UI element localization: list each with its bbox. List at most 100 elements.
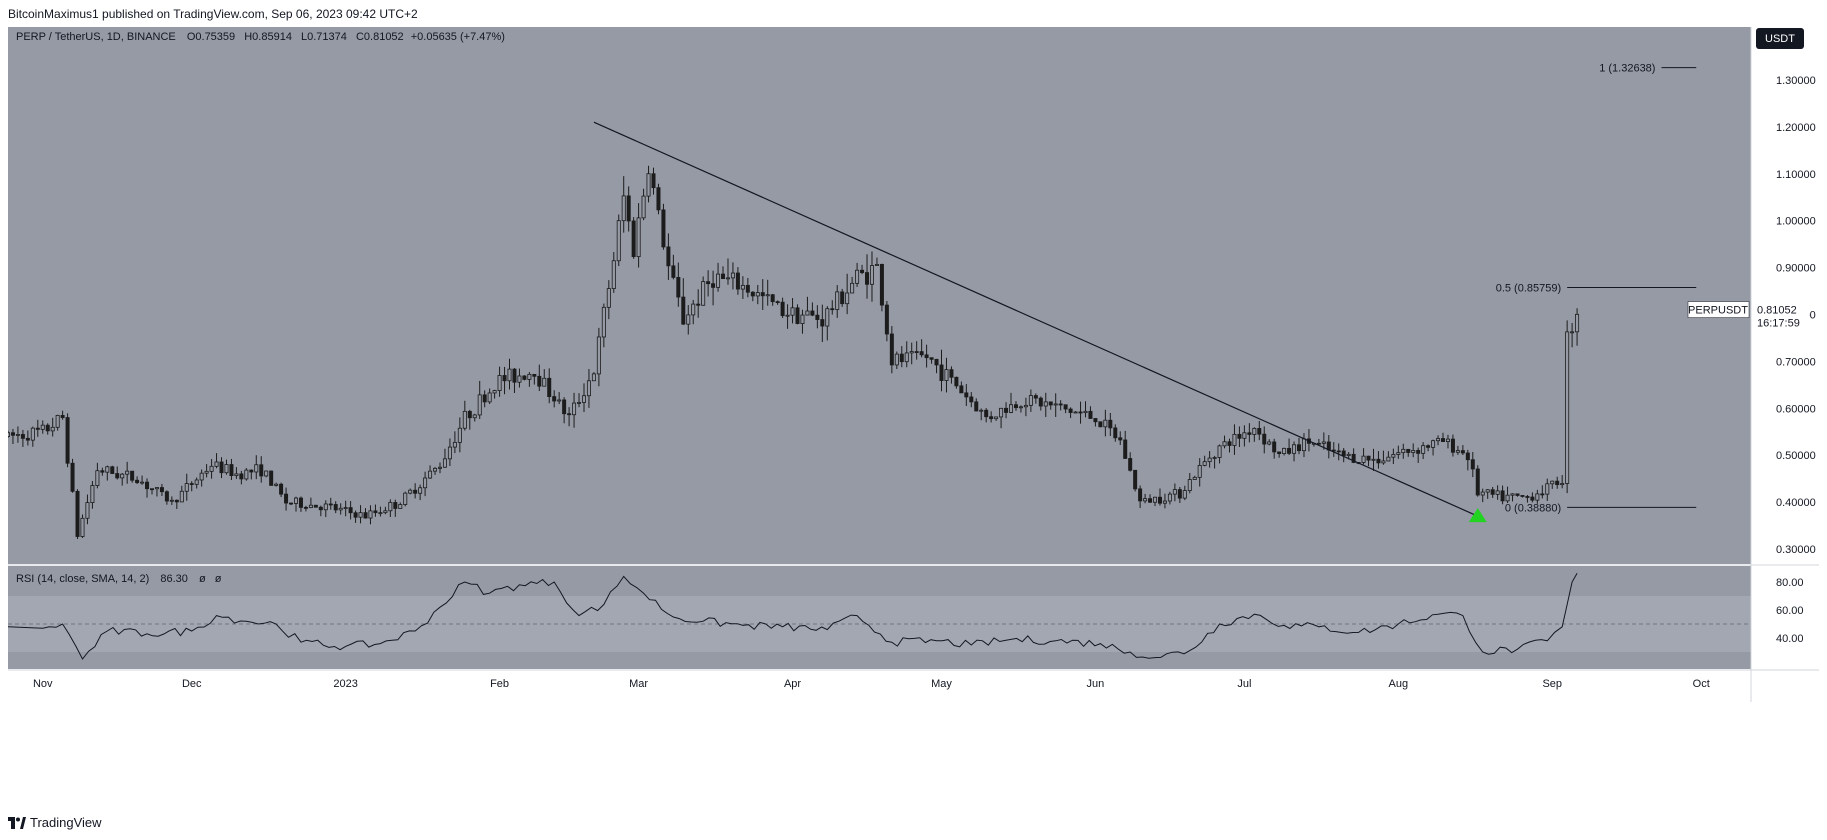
candle (909, 342, 914, 365)
rsi-legend[interactable]: RSI (14, close, SMA, 14, 2) 86.30 ø ø (16, 573, 222, 585)
price-tick-label[interactable]: 0.50000 (1776, 450, 1816, 462)
candle (45, 423, 50, 435)
candle (284, 487, 289, 511)
candle (343, 500, 348, 517)
candle (835, 285, 840, 318)
time-tick-label[interactable]: Feb (490, 678, 509, 690)
candle (1048, 401, 1053, 410)
candle (1341, 448, 1346, 463)
candle (869, 251, 874, 302)
candle (1103, 409, 1108, 437)
candle (879, 263, 884, 312)
footer[interactable]: TradingView (8, 814, 102, 832)
time-tick-label[interactable]: Nov (33, 678, 53, 690)
chart-container[interactable]: 1 (1.32638) 0.5 (0.85759) 0 (0.38880) 1.30… (5, 27, 1819, 807)
fib-level-05-label: 0.5 (0.85759) (1496, 282, 1561, 294)
candle (1148, 494, 1153, 503)
time-tick-label[interactable]: Jun (1087, 678, 1105, 690)
candle (189, 481, 194, 492)
candle (1441, 432, 1446, 442)
price-tick-label[interactable]: 1.20000 (1776, 122, 1816, 134)
candle (790, 298, 795, 324)
candle (999, 407, 1004, 429)
descending-trendline[interactable] (593, 121, 1479, 517)
candle (641, 188, 646, 221)
candle (984, 408, 989, 423)
time-tick-label[interactable]: Apr (784, 678, 801, 690)
candle (159, 483, 164, 496)
candle (527, 372, 532, 387)
time-tick-label[interactable]: Aug (1389, 678, 1409, 690)
candle (735, 267, 740, 295)
candle (676, 262, 681, 307)
candle (492, 389, 497, 399)
time-tick-label[interactable]: Sep (1542, 678, 1562, 690)
currency-button[interactable]: USDT (1756, 28, 1804, 49)
time-tick-label[interactable]: Mar (629, 678, 648, 690)
candle (1128, 452, 1133, 472)
candle (626, 186, 631, 232)
price-tick-label[interactable]: 0.30000 (1776, 544, 1816, 556)
price-tick-label[interactable]: 1.10000 (1776, 169, 1816, 181)
candle (293, 496, 298, 512)
candle (1316, 438, 1321, 445)
candle (1391, 448, 1396, 465)
candle (135, 476, 140, 485)
price-tick-label[interactable]: 0.60000 (1776, 403, 1816, 415)
candle (15, 426, 20, 443)
candles (5, 165, 1580, 539)
candle (393, 499, 398, 517)
candle (1575, 308, 1580, 346)
candle (1098, 421, 1103, 428)
symbol-legend[interactable]: PERP / TetherUS, 1D, BINANCE O0.75359 H0… (16, 31, 505, 43)
candle (904, 341, 909, 368)
chart-svg[interactable]: 1 (1.32638) 0.5 (0.85759) 0 (0.38880) 1.30… (5, 27, 1819, 807)
candle (581, 383, 586, 413)
trendline-group[interactable] (593, 121, 1487, 523)
footer-brand[interactable]: TradingView (30, 815, 102, 830)
price-tick-label[interactable]: 0.70000 (1776, 356, 1816, 368)
time-tick-label[interactable]: Jul (1237, 678, 1251, 690)
currency-label[interactable]: USDT (1765, 33, 1795, 45)
price-tick-label[interactable]: 1.30000 (1776, 75, 1816, 87)
time-tick-label[interactable]: Oct (1693, 678, 1710, 690)
time-axis-labels[interactable]: Nov Dec 2023 Feb Mar Apr May Jun Jul Aug Sep Oct (33, 678, 1710, 690)
price-tick-label[interactable]: 0.90000 (1776, 263, 1816, 275)
candle (1123, 430, 1128, 459)
candle (105, 465, 110, 481)
candle (606, 280, 611, 320)
time-tick-label[interactable]: Dec (182, 678, 202, 690)
fib-level-1[interactable]: 1 (1.32638) (1599, 63, 1697, 75)
candle (383, 506, 388, 515)
candle (1401, 443, 1406, 459)
candle (1445, 434, 1450, 449)
candle (65, 413, 70, 468)
candle (611, 252, 616, 293)
candle (706, 270, 711, 297)
price-tick-label[interactable]: 0.40000 (1776, 497, 1816, 509)
fib-level-05[interactable]: 0.5 (0.85759) (1496, 282, 1697, 294)
candle (1297, 437, 1302, 455)
candle (1063, 404, 1068, 414)
candle (1217, 444, 1222, 464)
candle (502, 366, 507, 395)
candle (1475, 465, 1480, 497)
price-tick-label[interactable]: 1.00000 (1776, 216, 1816, 228)
candle (979, 408, 984, 421)
rsi-tick-label: 40.00 (1776, 633, 1804, 645)
candle (398, 502, 403, 509)
candle (1416, 447, 1421, 463)
price-pane[interactable] (8, 27, 1751, 564)
fib-levels[interactable]: 1 (1.32638) 0.5 (0.85759) 0 (0.38880) (1496, 63, 1697, 515)
candle (1436, 435, 1441, 446)
candle (95, 462, 100, 489)
candle (969, 392, 974, 408)
price-axis-labels[interactable]: 1.300001.200001.100001.000000.900000.800… (1776, 75, 1816, 556)
time-tick-label[interactable]: May (931, 678, 952, 690)
candle (1570, 322, 1575, 348)
fib-level-0[interactable]: 0 (0.38880) (1505, 502, 1697, 514)
candle (378, 506, 383, 517)
time-tick-label[interactable]: 2023 (333, 678, 357, 690)
candle (1143, 493, 1148, 504)
candle (572, 392, 577, 428)
